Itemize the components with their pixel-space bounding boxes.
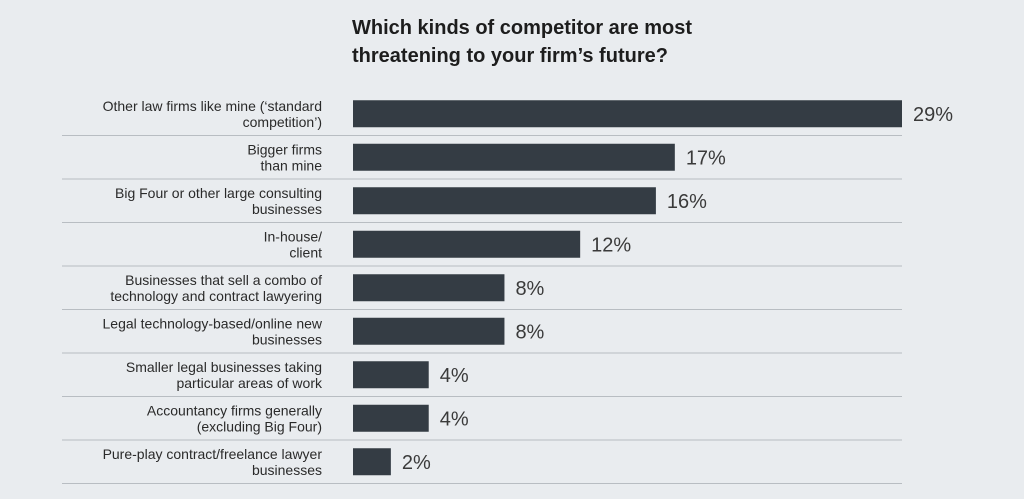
category-label-line: than mine (261, 157, 323, 173)
category-label-line: Big Four or other large consulting (115, 185, 322, 201)
value-label: 2% (402, 452, 431, 474)
bars-group (353, 100, 902, 476)
value-label: 12% (591, 234, 631, 256)
category-label-line: Accountancy firms generally (147, 402, 322, 418)
bar (353, 317, 505, 345)
bar (353, 448, 391, 476)
category-label-line: Legal technology-based/online new (103, 315, 323, 331)
category-label-line: businesses (252, 201, 322, 217)
bar (353, 361, 429, 389)
category-label: In-house/client (264, 228, 322, 260)
value-label: 17% (686, 147, 726, 169)
category-label-line: In-house/ (264, 228, 322, 244)
row-separators (62, 135, 902, 484)
value-label: 29% (913, 104, 953, 126)
value-label: 8% (515, 321, 544, 343)
category-label: Pure-play contract/freelance lawyer busin… (103, 446, 323, 478)
bar (353, 143, 675, 171)
category-label: Legal technology-based/online new busines… (103, 315, 323, 347)
category-label: Smaller legal businesses taking particula… (126, 359, 323, 391)
category-label-line: technology and contract lawyering (110, 288, 322, 304)
value-label: 16% (667, 191, 707, 213)
category-label-line: businesses (252, 331, 322, 347)
category-label-line: (excluding Big Four) (197, 418, 322, 434)
value-label: 4% (440, 365, 469, 387)
chart-title: Which kinds of competitor are most threa… (352, 17, 692, 67)
category-label-line: Smaller legal businesses taking (126, 359, 322, 375)
bar (353, 274, 505, 302)
chart-title-line-2: threatening to your firm’s future? (352, 45, 668, 67)
value-label: 4% (440, 408, 469, 430)
category-label-line: businesses (252, 462, 322, 478)
category-label-line: particular areas of work (176, 375, 323, 391)
value-label: 8% (515, 278, 544, 300)
chart-title-line-1: Which kinds of competitor are most (352, 17, 692, 39)
category-label-line: client (289, 244, 322, 260)
bar (353, 404, 429, 432)
category-label: Bigger firms than mine (247, 141, 322, 173)
category-label-line: Pure-play contract/freelance lawyer (103, 446, 323, 462)
value-labels: 29% 17% 16% 12% 8% 8% 4% 4% 2% (402, 104, 953, 474)
category-label-line: competition’) (243, 114, 322, 130)
category-label-line: Bigger firms (247, 141, 322, 157)
category-label: Accountancy firms generally (excluding Bi… (147, 402, 322, 434)
category-labels: Other law firms like mine (‘standard comp… (103, 98, 323, 478)
bar (353, 100, 902, 128)
category-label-line: Other law firms like mine (‘standard (103, 98, 322, 114)
bar (353, 230, 581, 258)
category-label: Businesses that sell a combo of technolog… (110, 272, 322, 304)
category-label: Big Four or other large consulting busine… (115, 185, 322, 217)
bar (353, 187, 656, 215)
category-label: Other law firms like mine (‘standard comp… (103, 98, 322, 130)
category-label-line: Businesses that sell a combo of (125, 272, 322, 288)
